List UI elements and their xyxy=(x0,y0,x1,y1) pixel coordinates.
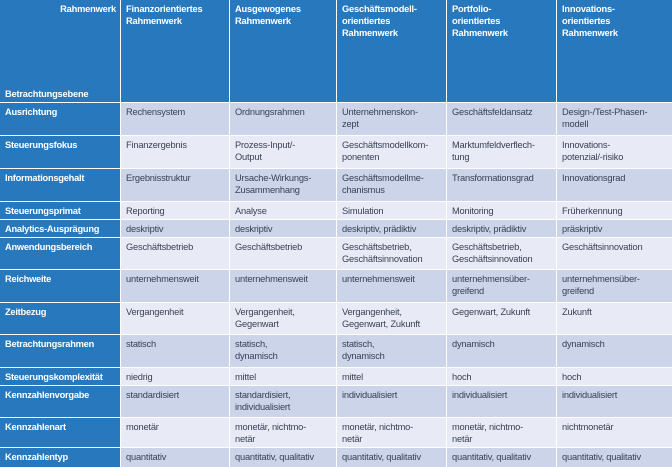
table-cell: Reporting xyxy=(121,202,229,219)
table-cell: Design-/Test-Phasen- modell xyxy=(557,103,672,135)
table-cell: deskriptiv, prädiktiv xyxy=(337,220,446,237)
table-cell: mittel xyxy=(230,368,336,385)
table-cell: monetär, nichtmo- netär xyxy=(447,418,556,447)
table-cell: Innovationsgrad xyxy=(557,169,672,201)
table-cell: Geschäftsfeldansatz xyxy=(447,103,556,135)
column-header: Ausgewogenes Rahmenwerk xyxy=(230,0,336,102)
row-label: Betrachtungsrahmen xyxy=(0,335,120,367)
row-label: Reichweite xyxy=(0,270,120,302)
corner-top-right-label: Rahmenwerk xyxy=(60,4,116,14)
table-cell: unternehmensweit xyxy=(121,270,229,302)
row-label: Analytics-Ausprägung xyxy=(0,220,120,237)
table-cell: Geschäftsmodellme- chanismus xyxy=(337,169,446,201)
table-cell: dynamisch xyxy=(557,335,672,367)
table-cell: deskriptiv xyxy=(230,220,336,237)
table-cell: deskriptiv, prädiktiv xyxy=(447,220,556,237)
table-cell: hoch xyxy=(447,368,556,385)
row-label: Kennzahlenvorgabe xyxy=(0,386,120,417)
table-cell: individualisiert xyxy=(337,386,446,417)
table-cell: statisch xyxy=(121,335,229,367)
table-cell: hoch xyxy=(557,368,672,385)
table-cell: monetär, nichtmo- netär xyxy=(337,418,446,447)
table-cell: quantitativ, qualitativ xyxy=(230,448,336,467)
row-label: Steuerungskomplexität xyxy=(0,368,120,385)
table-cell: standardisiert xyxy=(121,386,229,417)
table-cell: Geschäftsmodellkom- ponenten xyxy=(337,136,446,168)
table-cell: statisch, dynamisch xyxy=(337,335,446,367)
row-label: Steuerungsfokus xyxy=(0,136,120,168)
row-label: Kennzahlentyp xyxy=(0,448,120,467)
column-header: Finanzorientiertes Rahmenwerk xyxy=(121,0,229,102)
table-cell: niedrig xyxy=(121,368,229,385)
table-cell: unternehmensweit xyxy=(337,270,446,302)
table-cell: Transformationsgrad xyxy=(447,169,556,201)
table-cell: Monitoring xyxy=(447,202,556,219)
table-cell: Simulation xyxy=(337,202,446,219)
table-cell: Geschäftsbetrieb, Geschäftsinnovation xyxy=(337,238,446,269)
row-label: Kennzahlenart xyxy=(0,418,120,447)
table-cell: deskriptiv xyxy=(121,220,229,237)
table-cell: unternehmensüber- greifend xyxy=(557,270,672,302)
table-cell: Ursache-Wirkungs- Zusammenhang xyxy=(230,169,336,201)
table-cell: mittel xyxy=(337,368,446,385)
table-cell: unternehmensweit xyxy=(230,270,336,302)
table-cell: Früherkennung xyxy=(557,202,672,219)
table-cell: Vergangenheit, Gegenwart, Zukunft xyxy=(337,303,446,334)
corner-bottom-left-label: Betrachtungsebene xyxy=(5,89,89,99)
table-cell: Geschäftsbetrieb xyxy=(230,238,336,269)
row-label: Zeitbezug xyxy=(0,303,120,334)
table-cell: individualisiert xyxy=(447,386,556,417)
column-header: Innovations- orientiertes Rahmenwerk xyxy=(557,0,672,102)
table-cell: Vergangenheit xyxy=(121,303,229,334)
table-cell: standardisiert, individualisiert xyxy=(230,386,336,417)
table-cell: unternehmensüber- greifend xyxy=(447,270,556,302)
table-cell: statisch, dynamisch xyxy=(230,335,336,367)
row-label: Informationsgehalt xyxy=(0,169,120,201)
table-cell: quantitativ xyxy=(121,448,229,467)
table-cell: Innovations- potenzial/-risiko xyxy=(557,136,672,168)
table-cell: individualisiert xyxy=(557,386,672,417)
table-cell: quantitativ, qualitativ xyxy=(337,448,446,467)
table-cell: Unternehmenskon- zept xyxy=(337,103,446,135)
table-cell: Prozess-Input/- Output xyxy=(230,136,336,168)
table-cell: Geschäftsbetrieb, Geschäftsinnovation xyxy=(447,238,556,269)
row-label: Ausrichtung xyxy=(0,103,120,135)
table-cell: monetär xyxy=(121,418,229,447)
table-cell: Analyse xyxy=(230,202,336,219)
table-cell: Zukunft xyxy=(557,303,672,334)
table-cell: Gegenwart, Zukunft xyxy=(447,303,556,334)
table-cell: quantitativ, qualitativ xyxy=(447,448,556,467)
table-cell: präskriptiv xyxy=(557,220,672,237)
table-cell: monetär, nichtmo- netär xyxy=(230,418,336,447)
table-cell: Rechensystem xyxy=(121,103,229,135)
row-label: Steuerungsprimat xyxy=(0,202,120,219)
table-cell: Vergangenheit, Gegenwart xyxy=(230,303,336,334)
column-header: Portfolio- orientiertes Rahmenwerk xyxy=(447,0,556,102)
table-cell: Geschäftsbetrieb xyxy=(121,238,229,269)
table-cell: nichtmonetär xyxy=(557,418,672,447)
table-cell: Finanzergebnis xyxy=(121,136,229,168)
table-cell: Marktumfeldverflech- tung xyxy=(447,136,556,168)
table-cell: Ordnungsrahmen xyxy=(230,103,336,135)
table-cell: Geschäftsinnovation xyxy=(557,238,672,269)
table-cell: Ergebnisstruktur xyxy=(121,169,229,201)
table-cell: dynamisch xyxy=(447,335,556,367)
corner-cell: Rahmenwerk Betrachtungsebene xyxy=(0,0,120,102)
table-cell: quantitativ, qualitativ xyxy=(557,448,672,467)
row-label: Anwendungsbereich xyxy=(0,238,120,269)
column-header: Geschäftsmodell- orientiertes Rahmenwerk xyxy=(337,0,446,102)
